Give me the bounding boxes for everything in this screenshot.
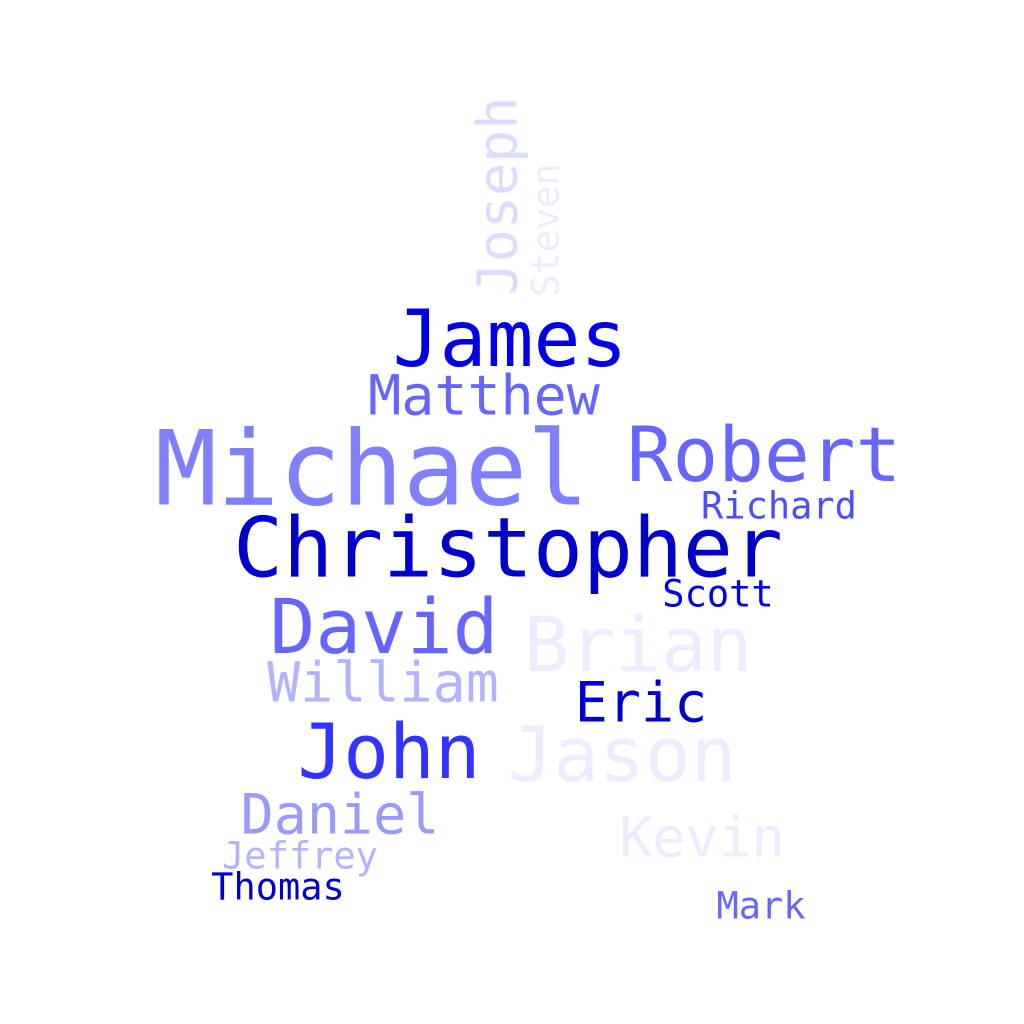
word-david: David [269,582,499,671]
word-mark: Mark [716,884,806,928]
word-jeffrey: Jeffrey [222,834,378,878]
word-kevin: Kevin [619,805,785,870]
word-jason: Jason [507,710,737,799]
word-james: James [392,295,628,385]
word-christopher: Christopher [233,499,783,597]
word-thomas: Thomas [211,865,345,909]
word-steven: Steven [524,163,568,297]
word-michael: Michael [154,409,590,530]
word-robert: Robert [626,410,902,499]
word-brian: Brian [523,600,753,689]
word-richard: Richard [701,484,857,528]
word-daniel: Daniel [240,782,440,847]
word-eric: Eric [574,670,708,735]
word-scott: Scott [662,572,774,616]
word-joseph: Joseph [465,96,530,296]
word-matthew: Matthew [368,363,600,428]
word-john: John [297,707,481,796]
word-william: William [267,650,499,715]
